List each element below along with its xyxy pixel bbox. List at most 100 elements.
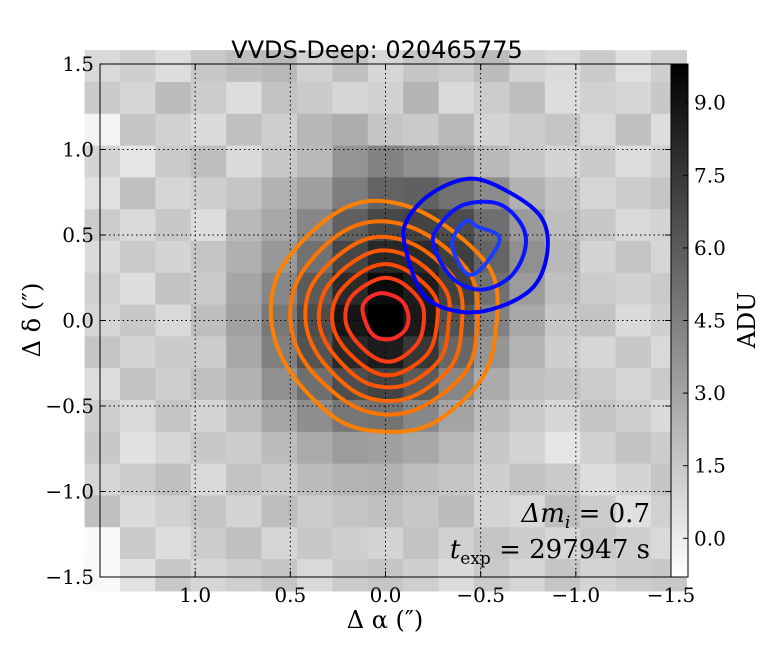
heatmap-pixel <box>509 431 546 465</box>
heatmap-pixel <box>403 559 440 592</box>
x-tick-label: 0.5 <box>274 583 306 607</box>
orange-contour <box>303 234 465 403</box>
heatmap-pixel <box>297 145 333 178</box>
heatmap-pixel <box>580 50 617 83</box>
heatmap-pixel <box>261 431 298 465</box>
heatmap-pixel <box>261 495 298 528</box>
heatmap-pixel <box>615 336 652 369</box>
heatmap-pixel <box>615 81 652 115</box>
heatmap-pixel <box>403 431 440 465</box>
heatmap-pixel <box>403 145 440 178</box>
heatmap-pixel <box>509 336 546 369</box>
heatmap-pixel <box>155 336 192 369</box>
heatmap-pixel <box>261 559 298 592</box>
heatmap-pixel <box>544 81 581 115</box>
heatmap-pixel <box>119 368 156 401</box>
heatmap-pixel <box>544 495 581 528</box>
heatmap-pixel <box>84 463 121 497</box>
heatmap-pixel <box>297 559 333 592</box>
heatmap-pixel <box>155 400 192 433</box>
heatmap-pixel <box>544 113 581 147</box>
heatmap-pixel <box>190 272 227 306</box>
heatmap-pixel <box>119 177 156 210</box>
heatmap-pixel <box>615 145 652 178</box>
heatmap-pixel <box>226 559 263 592</box>
blue-contour <box>401 176 550 315</box>
heatmap-pixel <box>297 495 333 528</box>
heatmap-pixel <box>190 463 227 497</box>
heatmap-pixel <box>438 527 475 560</box>
heatmap-pixel <box>580 368 617 401</box>
y-tick-label: −0.5 <box>45 394 94 418</box>
heatmap-pixel <box>544 145 581 178</box>
heatmap-pixel <box>84 272 121 306</box>
heatmap-pixel <box>190 209 227 242</box>
heatmap-pixel <box>509 81 546 115</box>
heatmap-pixel <box>332 50 369 83</box>
y-tick-label: 0.5 <box>62 223 94 247</box>
heatmap-pixel <box>438 559 475 592</box>
heatmap-pixel <box>155 209 192 242</box>
heatmap-pixel <box>155 495 192 528</box>
heatmap-pixel <box>297 400 333 433</box>
heatmap-pixel <box>190 177 227 210</box>
heatmap-pixel <box>84 495 121 528</box>
orange-contour <box>343 275 427 364</box>
heatmap-pixel <box>615 559 652 592</box>
annotation-exposure-sub: exp <box>460 549 491 569</box>
heatmap-pixel <box>580 495 617 528</box>
colorbar-tick-label: 3.0 <box>694 381 726 405</box>
y-tick-label: 0.0 <box>62 309 94 333</box>
heatmap-pixel <box>119 113 156 147</box>
heatmap-pixel <box>261 145 298 178</box>
heatmap-pixel <box>297 81 333 115</box>
y-tick-label: −1.0 <box>45 480 94 504</box>
heatmap-pixel <box>474 145 510 178</box>
orange-contour <box>288 219 480 417</box>
heatmap-pixel <box>544 400 581 433</box>
colorbar-tick-label: 1.5 <box>694 454 726 478</box>
colorbar-tick-label: 6.0 <box>694 236 726 260</box>
x-axis-ticks: 1.0 0.5 0.0 −0.5 −1.0 −1.5 <box>179 64 695 607</box>
heatmap-pixel <box>261 463 298 497</box>
heatmap-pixel <box>190 495 227 528</box>
heatmap-pixel <box>190 368 227 401</box>
heatmap-pixel <box>332 559 369 592</box>
heatmap-pixel <box>580 431 617 465</box>
heatmap-pixel <box>190 50 227 83</box>
heatmap-pixel <box>84 81 121 115</box>
chart-title: VVDS-Deep: 020465775 <box>231 36 523 64</box>
heatmap-pixel <box>155 431 192 465</box>
blue-contour <box>450 218 502 277</box>
heatmap-pixel <box>226 527 263 560</box>
heatmap-pixel <box>84 240 121 274</box>
heatmap-pixel <box>261 81 298 115</box>
heatmap-pixel <box>615 177 652 210</box>
heatmap-pixel <box>544 527 581 560</box>
contour-layer <box>268 176 550 434</box>
heatmap-pixel <box>297 463 333 497</box>
heatmap-pixel <box>155 368 192 401</box>
x-tick-label: 0.0 <box>370 583 402 607</box>
heatmap-pixel <box>474 400 510 433</box>
heatmap-pixel <box>155 81 192 115</box>
heatmap-pixel <box>615 272 652 306</box>
heatmap-pixel <box>509 559 546 592</box>
heatmap-pixel <box>119 240 156 274</box>
heatmap-pixel <box>119 336 156 369</box>
heatmap-pixel <box>474 50 510 83</box>
heatmap-pixel <box>580 81 617 115</box>
heatmap-pixel <box>509 463 546 497</box>
heatmap-pixel <box>155 177 192 210</box>
heatmap-pixel <box>297 431 333 465</box>
heatmap-pixel <box>119 559 156 592</box>
colorbar-label: ADU <box>733 292 761 350</box>
heatmap-pixel <box>544 240 581 274</box>
heatmap-pixel <box>261 50 298 83</box>
annotation-delta-m: Δmi = 0.7 <box>520 499 650 533</box>
heatmap-pixel <box>474 527 510 560</box>
heatmap-pixel <box>84 50 121 83</box>
heatmap-pixel <box>438 81 475 115</box>
heatmap-pixel <box>155 559 192 592</box>
